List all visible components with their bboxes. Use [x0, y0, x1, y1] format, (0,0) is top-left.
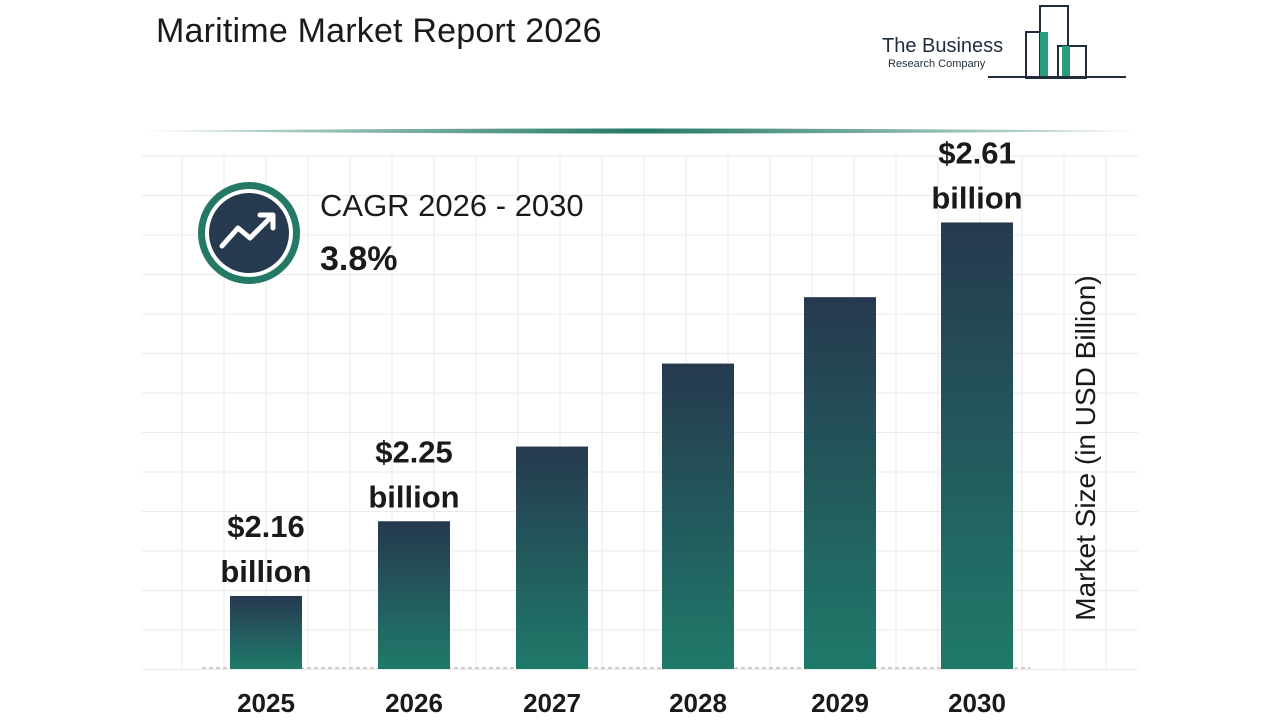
- bar-2028: [662, 363, 734, 669]
- header-divider: [140, 128, 1140, 134]
- x-tick-2030: 2030: [948, 688, 1006, 718]
- bar-2030: [941, 222, 1013, 669]
- page-title: Maritime Market Report 2026: [156, 12, 602, 50]
- bar-2025: [230, 595, 302, 669]
- trend-up-icon: [219, 212, 276, 249]
- x-tick-2028: 2028: [669, 688, 727, 718]
- chart-bars: [230, 222, 1013, 669]
- x-tick-2025: 2025: [237, 688, 295, 718]
- value-label-unit-2026: billion: [368, 479, 459, 514]
- cagr-label: CAGR 2026 - 2030: [320, 188, 584, 223]
- company-logo: The Business Research Company: [878, 2, 1130, 82]
- value-label-unit-2030: billion: [931, 180, 1022, 215]
- x-tick-2026: 2026: [385, 688, 443, 718]
- y-axis-label: Market Size (in USD Billion): [1070, 275, 1101, 621]
- chart-value-labels: $2.16 billion $2.25 billion $2.61 billion: [220, 135, 1022, 589]
- logo-buildings-icon: [988, 5, 1126, 79]
- cagr-value: 3.8%: [320, 240, 398, 278]
- chart-x-ticks: 2025 2026 2027 2028 2029 2030: [237, 688, 1006, 718]
- bar-2029: [804, 297, 876, 669]
- value-label-unit-2025: billion: [220, 554, 311, 589]
- bar-2027: [516, 446, 588, 669]
- value-label-2026: $2.25: [375, 434, 453, 469]
- value-label-2025: $2.16: [227, 509, 305, 544]
- logo-subtitle: Research Company: [888, 58, 986, 70]
- bar-2026: [378, 521, 450, 669]
- x-tick-2029: 2029: [811, 688, 869, 718]
- logo-name: The Business: [882, 35, 1004, 57]
- value-label-2030: $2.61: [938, 135, 1016, 170]
- x-tick-2027: 2027: [523, 688, 581, 718]
- cagr-badge: [198, 182, 300, 284]
